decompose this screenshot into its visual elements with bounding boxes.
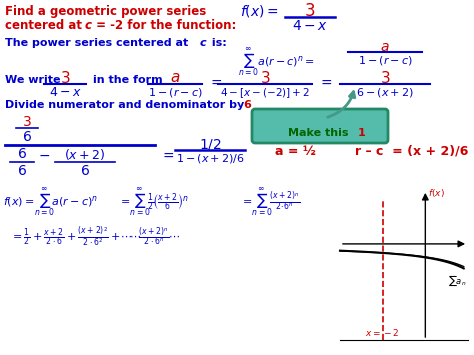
Text: $3$: $3$ [260, 70, 270, 86]
Text: $-$: $-$ [38, 148, 50, 162]
Text: Divide numerator and denominator by: Divide numerator and denominator by [5, 100, 248, 110]
Text: $x=-2$: $x=-2$ [365, 327, 400, 338]
Text: is:: is: [208, 38, 227, 48]
Text: We write: We write [5, 75, 61, 85]
Text: $6$: $6$ [22, 130, 32, 144]
Text: $\sum a_n$: $\sum a_n$ [447, 274, 466, 288]
FancyBboxPatch shape [252, 109, 388, 143]
Text: $1-(r-c)$: $1-(r-c)$ [357, 54, 412, 67]
Text: $1-(r-c)$: $1-(r-c)$ [147, 86, 202, 99]
Text: $1-(x+2)/6$: $1-(x+2)/6$ [175, 152, 245, 165]
Text: $3$: $3$ [304, 2, 316, 20]
Text: $f(x)=$: $f(x)=$ [240, 3, 279, 19]
Text: $4-x$: $4-x$ [49, 86, 82, 99]
Text: $6$: $6$ [17, 147, 27, 161]
Text: in the form: in the form [93, 75, 163, 85]
Text: c: c [200, 38, 207, 48]
Text: $\sum_{n=0}^{\infty}a(r-c)^n=$: $\sum_{n=0}^{\infty}a(r-c)^n=$ [238, 45, 315, 78]
Text: Make this: Make this [288, 128, 352, 138]
Text: 6: 6 [243, 100, 251, 110]
Text: $3$: $3$ [22, 115, 32, 129]
Text: $=$: $=$ [318, 75, 333, 89]
Text: Find a geometric power series: Find a geometric power series [5, 5, 206, 18]
Text: $4-[x-(-2)]+2$: $4-[x-(-2)]+2$ [220, 86, 310, 100]
Text: $6$: $6$ [80, 164, 90, 178]
Text: $f(x)=\!\sum_{n=0}^{\infty}\!a(r-c)^n$: $f(x)=\!\sum_{n=0}^{\infty}\!a(r-c)^n$ [3, 185, 98, 218]
Text: $=\frac{1}{2}+\frac{x+2}{2\cdot 6}+\frac{(x+2)^2}{2\cdot 6^2}+\!\cdots\!\cdots\!: $=\frac{1}{2}+\frac{x+2}{2\cdot 6}+\frac… [10, 225, 181, 248]
Bar [340, 185, 468, 340]
Text: 1: 1 [358, 128, 366, 138]
Text: centered at: centered at [5, 19, 86, 32]
Text: $a$: $a$ [380, 40, 390, 54]
Text: $(x+2)$: $(x+2)$ [64, 147, 106, 162]
Text: $1/2$: $1/2$ [199, 137, 221, 152]
Text: $=$: $=$ [160, 148, 175, 162]
Text: $3$: $3$ [60, 70, 70, 86]
Text: $=$: $=$ [208, 75, 223, 89]
Text: c: c [85, 19, 92, 32]
Text: $3$: $3$ [380, 70, 390, 86]
Text: $=\!\sum_{n=0}^{\infty}\!\frac{(x+2)^n}{2\!\cdot\!6^n}$: $=\!\sum_{n=0}^{\infty}\!\frac{(x+2)^n}{… [240, 185, 301, 218]
Text: $a$: $a$ [170, 70, 180, 85]
Text: $6-(x+2)$: $6-(x+2)$ [356, 86, 414, 99]
Text: r – c  = (x + 2)/6: r – c = (x + 2)/6 [355, 145, 468, 158]
Text: The power series centered at: The power series centered at [5, 38, 192, 48]
Text: $f(x)$: $f(x)$ [428, 187, 445, 199]
Text: a = ½: a = ½ [275, 145, 316, 158]
Text: $4-x$: $4-x$ [292, 19, 328, 33]
Text: $=\!\sum_{n=0}^{\infty}\!\frac{1}{2}\!\left(\frac{x+2}{6}\right)^{\!n}$: $=\!\sum_{n=0}^{\infty}\!\frac{1}{2}\!\l… [118, 185, 189, 218]
Text: $6$: $6$ [17, 164, 27, 178]
Text: = -2 for the function:: = -2 for the function: [92, 19, 237, 32]
